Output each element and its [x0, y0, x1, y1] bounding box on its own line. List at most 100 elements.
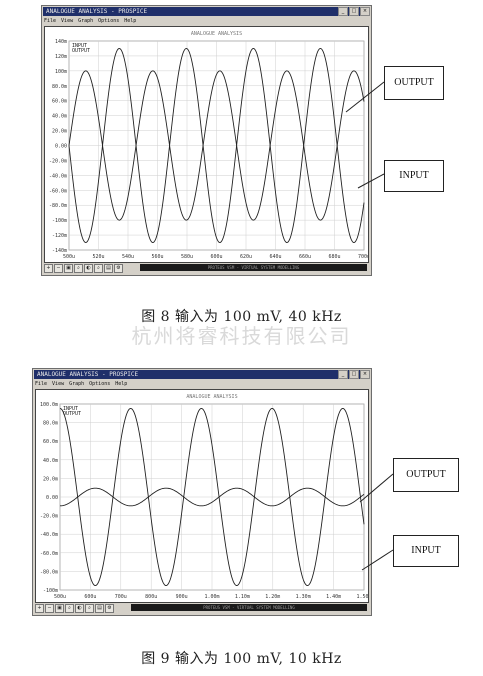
status-bar: PROTEUS VSM - VIRTUAL SYSTEM MODELLING	[131, 604, 367, 611]
series-line-input	[59, 487, 365, 507]
y-tick-label: -60.0m	[49, 188, 67, 194]
settings-icon[interactable]: ⚙	[114, 263, 123, 273]
y-tick-label: 40.0m	[52, 114, 67, 120]
maximize-button[interactable]: □	[349, 370, 359, 379]
zoom-all-icon[interactable]: ▣	[64, 263, 73, 273]
maximize-button[interactable]: □	[349, 7, 359, 16]
x-tick-label: 540u	[122, 254, 134, 260]
legend-entry: OUTPUT	[72, 48, 90, 54]
menu-help[interactable]: Help	[124, 18, 137, 24]
x-tick-label: 1.20m	[265, 594, 280, 600]
y-tick-label: 80.0m	[52, 84, 67, 90]
zoom-out-icon[interactable]: −	[54, 263, 63, 273]
print-icon[interactable]: ▤	[95, 603, 104, 613]
graph-header: ANALOGUE ANALYSIS	[191, 31, 242, 37]
menu-file[interactable]: File	[44, 18, 57, 24]
output-callout-fig8: OUTPUT	[384, 66, 444, 100]
graph-window-fig8: ANALOGUE ANALYSIS - PROSPICE _ □ × File …	[41, 5, 372, 276]
x-tick-label: 500u	[54, 594, 66, 600]
x-tick-label: 520u	[92, 254, 104, 260]
legend-entry: INPUT	[63, 406, 78, 412]
plot-area[interactable]: ANALOGUE ANALYSIS 100.0m 80.0m 60.0m 40.0m 20…	[35, 389, 369, 603]
legend-entry: INPUT	[72, 43, 87, 49]
y-tick-label: -60.0m	[40, 551, 58, 557]
output-callout-fig9: OUTPUT	[393, 458, 459, 492]
zoom-area-icon[interactable]: ⌕	[65, 603, 74, 613]
caption-fig9: 图 9 输入为 100 mV, 10 kHz	[141, 651, 342, 667]
y-tick-label: -20.0m	[49, 158, 67, 164]
zoom-area-icon[interactable]: ⌕	[74, 263, 83, 273]
close-button[interactable]: ×	[360, 7, 370, 16]
pan-icon[interactable]: ◐	[75, 603, 84, 613]
x-tick-label: 1.00m	[204, 594, 219, 600]
y-tick-label: 40.0m	[43, 458, 58, 464]
y-tick-label: 20.0m	[43, 476, 58, 482]
window-title: ANALOGUE ANALYSIS - PROSPICE	[34, 370, 370, 379]
y-tick-label: 60.0m	[52, 99, 67, 105]
y-tick-label: 20.0m	[52, 129, 67, 135]
menu-bar: File View Graph Options Help	[35, 381, 127, 388]
pan-icon[interactable]: ◐	[84, 263, 93, 273]
y-tick-label: 80.0m	[43, 421, 58, 427]
x-tick-label: 580u	[181, 254, 193, 260]
y-tick-label: -40.0m	[49, 173, 67, 179]
series-line-output	[59, 407, 365, 586]
y-tick-label: 100m	[55, 69, 67, 75]
y-tick-label: -80.0m	[49, 203, 67, 209]
menu-help[interactable]: Help	[115, 381, 128, 387]
y-tick-label: 0.00	[55, 144, 67, 150]
x-tick-label: 900u	[176, 594, 188, 600]
y-tick-label: -100m	[43, 588, 58, 594]
x-tick-label: 700u	[115, 594, 127, 600]
window-title: ANALOGUE ANALYSIS - PROSPICE	[43, 7, 370, 16]
x-tick-label: 660u	[299, 254, 311, 260]
menu-bar: File View Graph Options Help	[44, 18, 136, 25]
x-tick-label: 560u	[151, 254, 163, 260]
graph-toolbar: + − ▣ ⌕ ◐ ⌕ ▤ ⚙	[44, 263, 123, 273]
waveform-chart: ANALOGUE ANALYSIS 140m 120m 100m 80.0m 60.0m 4…	[49, 31, 368, 260]
menu-options[interactable]: Options	[89, 381, 111, 387]
menu-view[interactable]: View	[61, 18, 74, 24]
y-tick-label: 60.0m	[43, 439, 58, 445]
menu-graph[interactable]: Graph	[69, 381, 85, 387]
zoom-all-icon[interactable]: ▣	[55, 603, 64, 613]
window-controls: _ □ ×	[338, 7, 370, 16]
menu-options[interactable]: Options	[98, 18, 120, 24]
window-controls: _ □ ×	[338, 370, 370, 379]
y-tick-label: 100.0m	[40, 402, 58, 408]
x-tick-label: 800u	[145, 594, 157, 600]
x-tick-label: 600u	[210, 254, 222, 260]
status-bar: PROTEUS VSM - VIRTUAL SYSTEM MODELLING	[140, 264, 367, 271]
minimize-button[interactable]: _	[338, 7, 348, 16]
zoom-in-icon[interactable]: +	[35, 603, 44, 613]
y-tick-label: -120m	[52, 233, 67, 239]
x-tick-label: 680u	[328, 254, 340, 260]
x-tick-label: 1.50m	[356, 594, 368, 600]
x-tick-label: 600u	[84, 594, 96, 600]
graph-toolbar: + − ▣ ⌕ ◐ ⌕ ▤ ⚙	[35, 603, 114, 613]
y-tick-label: -80.0m	[40, 569, 58, 575]
print-icon[interactable]: ▤	[104, 263, 113, 273]
x-tick-label: 1.30m	[296, 594, 311, 600]
caption-fig8: 图 8 输入为 100 mV, 40 kHz	[141, 309, 342, 325]
y-tick-label: -20.0m	[40, 514, 58, 520]
minimize-button[interactable]: _	[338, 370, 348, 379]
y-tick-label: -100m	[52, 218, 67, 224]
zoom-in-icon[interactable]: +	[44, 263, 53, 273]
search-icon[interactable]: ⌕	[85, 603, 94, 613]
menu-graph[interactable]: Graph	[78, 18, 94, 24]
x-tick-label: 1.40m	[326, 594, 341, 600]
settings-icon[interactable]: ⚙	[105, 603, 114, 613]
series-line-output	[68, 47, 365, 243]
plot-area[interactable]: ANALOGUE ANALYSIS 140m 120m 100m 80.0m 60.0m 4…	[44, 26, 369, 263]
menu-view[interactable]: View	[52, 381, 65, 387]
zoom-out-icon[interactable]: −	[45, 603, 54, 613]
y-tick-label: -40.0m	[40, 532, 58, 538]
search-icon[interactable]: ⌕	[94, 263, 103, 273]
graph-window-fig9: ANALOGUE ANALYSIS - PROSPICE _ □ × File …	[32, 368, 372, 616]
menu-file[interactable]: File	[35, 381, 48, 387]
close-button[interactable]: ×	[360, 370, 370, 379]
y-tick-label: 0.00	[46, 495, 58, 501]
x-tick-label: 700u	[358, 254, 368, 260]
y-tick-label: -140m	[52, 248, 67, 254]
